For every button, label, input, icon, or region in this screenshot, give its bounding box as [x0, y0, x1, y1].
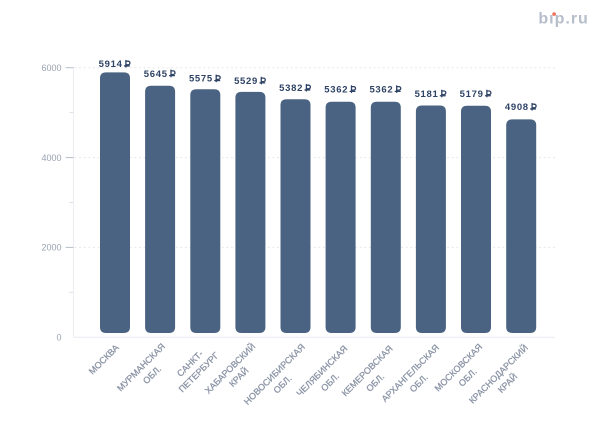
svg-text:5362: 5362: [369, 85, 393, 96]
svg-text:5382: 5382: [279, 83, 303, 94]
svg-text:5362: 5362: [324, 85, 348, 96]
svg-text:6000: 6000: [41, 63, 61, 73]
svg-text:0: 0: [56, 333, 61, 343]
svg-text:5914: 5914: [99, 59, 123, 70]
svg-text:bıp.ru: bıp.ru: [538, 11, 588, 28]
svg-text:2000: 2000: [41, 243, 61, 253]
svg-text:5529: 5529: [234, 76, 258, 87]
svg-text:4000: 4000: [41, 153, 61, 163]
svg-text:5181: 5181: [415, 89, 439, 100]
svg-text:5575: 5575: [189, 74, 213, 85]
svg-text:5645: 5645: [144, 69, 168, 80]
svg-text:5179: 5179: [460, 89, 484, 100]
svg-text:4908: 4908: [505, 102, 529, 113]
